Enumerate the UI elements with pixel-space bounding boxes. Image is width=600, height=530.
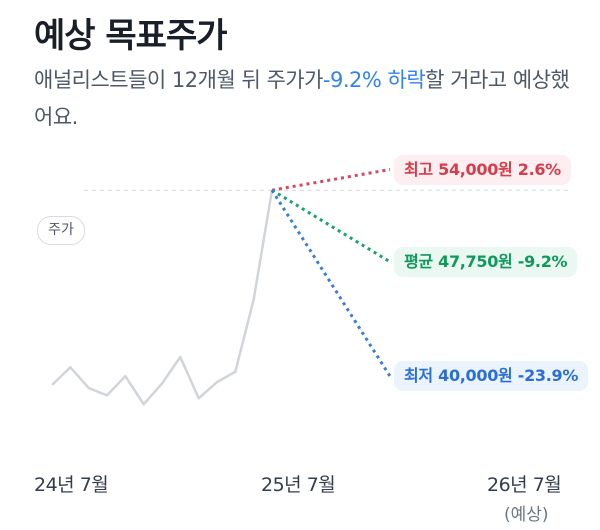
price-label-pill: 주가	[37, 216, 85, 245]
forecast-change-highlight: -9.2% 하락	[322, 68, 426, 92]
avg-target-badge: 평균 47,750원 -9.2%	[394, 246, 578, 277]
low-target-badge: 최저 40,000원 -23.9%	[394, 361, 589, 392]
page-title: 예상 목표주가	[34, 16, 228, 56]
high-target-badge: 최고 54,000원 2.6%	[394, 154, 571, 185]
description-text-end: 할 거라고 예상했어요.	[34, 68, 570, 129]
x-tick-label: 26년 7월	[487, 474, 562, 496]
price-history-line	[51, 189, 274, 406]
high-target-line	[271, 168, 391, 192]
x-tick-sub-label: (예상)	[504, 505, 549, 525]
forecast-description: 애널리스트들이 12개월 뒤 주가가-9.2% 하락할 거라고 예상했어요.	[34, 62, 574, 136]
x-tick-label: 25년 7월	[261, 474, 336, 496]
description-text: 애널리스트들이 12개월 뒤 주가가	[34, 68, 323, 92]
avg-target-line	[271, 188, 391, 264]
low-target-line	[270, 189, 392, 377]
x-tick-label: 24년 7월	[34, 474, 109, 496]
